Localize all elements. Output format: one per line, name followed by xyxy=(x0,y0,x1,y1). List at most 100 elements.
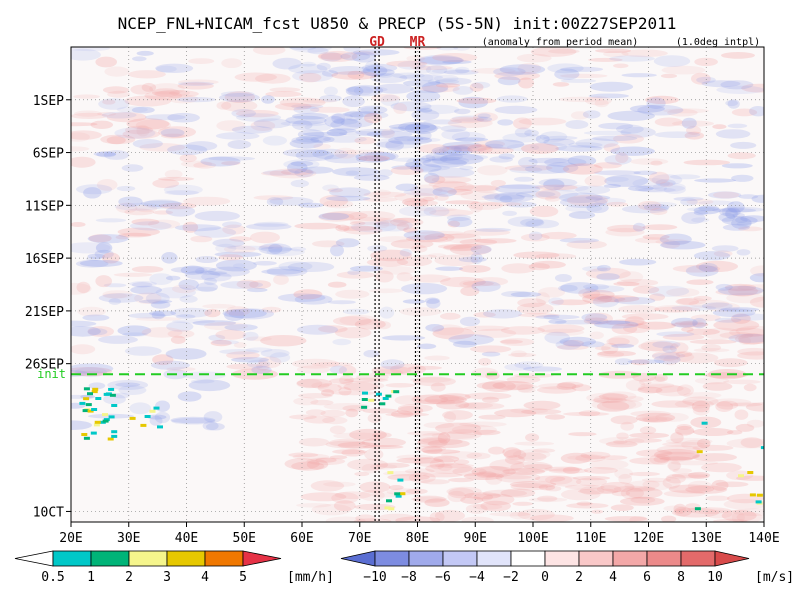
anomaly-patch xyxy=(674,320,705,326)
anomaly-patch xyxy=(681,211,706,224)
anomaly-patch xyxy=(518,77,535,89)
anomaly-patch xyxy=(731,313,751,324)
anomaly-patch xyxy=(478,414,506,420)
anomaly-patch xyxy=(410,65,453,71)
anomaly-patch xyxy=(494,192,534,203)
anomaly-patch xyxy=(426,298,441,309)
anomaly-patch xyxy=(459,280,478,288)
anomaly-patch xyxy=(663,185,686,194)
anomaly-patch xyxy=(389,363,427,375)
anomaly-patch xyxy=(118,232,152,238)
anomaly-patch xyxy=(204,308,221,318)
anomaly-patch xyxy=(627,185,654,192)
anomaly-patch xyxy=(493,67,526,77)
anomaly-patch xyxy=(425,297,440,304)
anomaly-patch xyxy=(221,161,241,166)
anomaly-patch xyxy=(71,146,90,152)
anomaly-patch xyxy=(317,383,342,393)
anomaly-patch xyxy=(571,384,592,392)
anomaly-patch xyxy=(602,391,637,401)
anomaly-patch xyxy=(564,484,605,490)
wind-label: −10 xyxy=(363,570,386,585)
wind-swatch xyxy=(340,550,376,567)
anomaly-patch xyxy=(418,144,450,154)
anomaly-patch xyxy=(108,298,122,305)
anomaly-patch xyxy=(103,394,126,405)
anomaly-patch xyxy=(609,55,655,62)
anomaly-patch xyxy=(635,321,676,330)
anomaly-patch xyxy=(403,226,418,234)
anomaly-patch xyxy=(177,81,215,86)
anomaly-patch xyxy=(512,117,532,130)
anomaly-patch xyxy=(701,80,741,88)
anomaly-patch xyxy=(500,338,535,346)
anomaly-patch xyxy=(740,437,763,448)
anomaly-patch xyxy=(364,448,384,461)
anomaly-patch xyxy=(326,128,348,137)
anomaly-patch xyxy=(128,312,167,319)
wind-swatch xyxy=(510,550,546,567)
x-tick-label: 20E xyxy=(59,531,82,546)
anomaly-patch xyxy=(611,343,635,349)
anomaly-patch xyxy=(588,93,629,99)
anomaly-patch xyxy=(705,495,730,501)
anomaly-patch xyxy=(150,300,171,309)
anomaly-patch xyxy=(749,106,764,117)
anomaly-patch xyxy=(316,62,331,71)
anomaly-patch xyxy=(615,152,629,163)
precip-swatch xyxy=(90,550,130,567)
anomaly-patch xyxy=(294,294,333,305)
anomaly-patch xyxy=(171,319,216,324)
anomaly-patch xyxy=(188,379,231,392)
anomaly-patch xyxy=(231,125,273,134)
anomaly-patch xyxy=(419,432,449,444)
anomaly-patch xyxy=(366,257,409,267)
anomaly-patch xyxy=(676,424,692,430)
anomaly-patch xyxy=(329,425,346,435)
anomaly-patch xyxy=(396,272,413,282)
anomaly-patch xyxy=(359,489,385,501)
anomaly-patch xyxy=(261,306,282,313)
anomaly-patch xyxy=(323,403,370,410)
anomaly-patch xyxy=(95,218,127,223)
precip-pixel xyxy=(79,401,86,405)
anomaly-patch xyxy=(649,293,665,301)
anomaly-patch xyxy=(732,508,764,516)
anomaly-patch xyxy=(498,184,545,189)
marker-label: GD xyxy=(369,35,385,50)
anomaly-patch xyxy=(107,380,149,390)
anomaly-patch xyxy=(298,437,330,447)
anomaly-patch xyxy=(713,358,748,368)
anomaly-patch xyxy=(167,112,200,123)
x-tick-label: 40E xyxy=(175,531,198,546)
anomaly-patch xyxy=(337,225,377,231)
anomaly-patch xyxy=(681,326,694,332)
anomaly-patch xyxy=(332,338,352,346)
anomaly-patch xyxy=(79,259,123,267)
anomaly-patch xyxy=(97,111,117,116)
anomaly-patch xyxy=(607,110,655,121)
anomaly-patch xyxy=(575,454,606,463)
anomaly-patch xyxy=(179,295,198,303)
anomaly-patch xyxy=(250,231,280,244)
anomaly-patch xyxy=(512,449,551,460)
anomaly-patch xyxy=(345,86,388,93)
anomaly-patch xyxy=(671,322,709,328)
anomaly-patch xyxy=(701,462,742,473)
anomaly-patch xyxy=(661,65,706,75)
anomaly-patch xyxy=(592,295,619,308)
anomaly-patch xyxy=(738,194,759,199)
anomaly-patch xyxy=(417,55,463,66)
precip-pixel xyxy=(760,446,764,450)
anomaly-patch xyxy=(332,449,367,455)
anomaly-patch xyxy=(335,224,350,232)
anomaly-patch xyxy=(545,475,573,485)
anomaly-patch xyxy=(652,182,686,192)
anomaly-patch xyxy=(183,196,231,206)
anomaly-patch xyxy=(325,440,371,449)
anomaly-patch xyxy=(613,281,640,287)
anomaly-patch xyxy=(369,288,404,294)
anomaly-patch xyxy=(508,352,537,358)
anomaly-patch xyxy=(727,201,745,213)
anomaly-patch xyxy=(510,291,542,298)
